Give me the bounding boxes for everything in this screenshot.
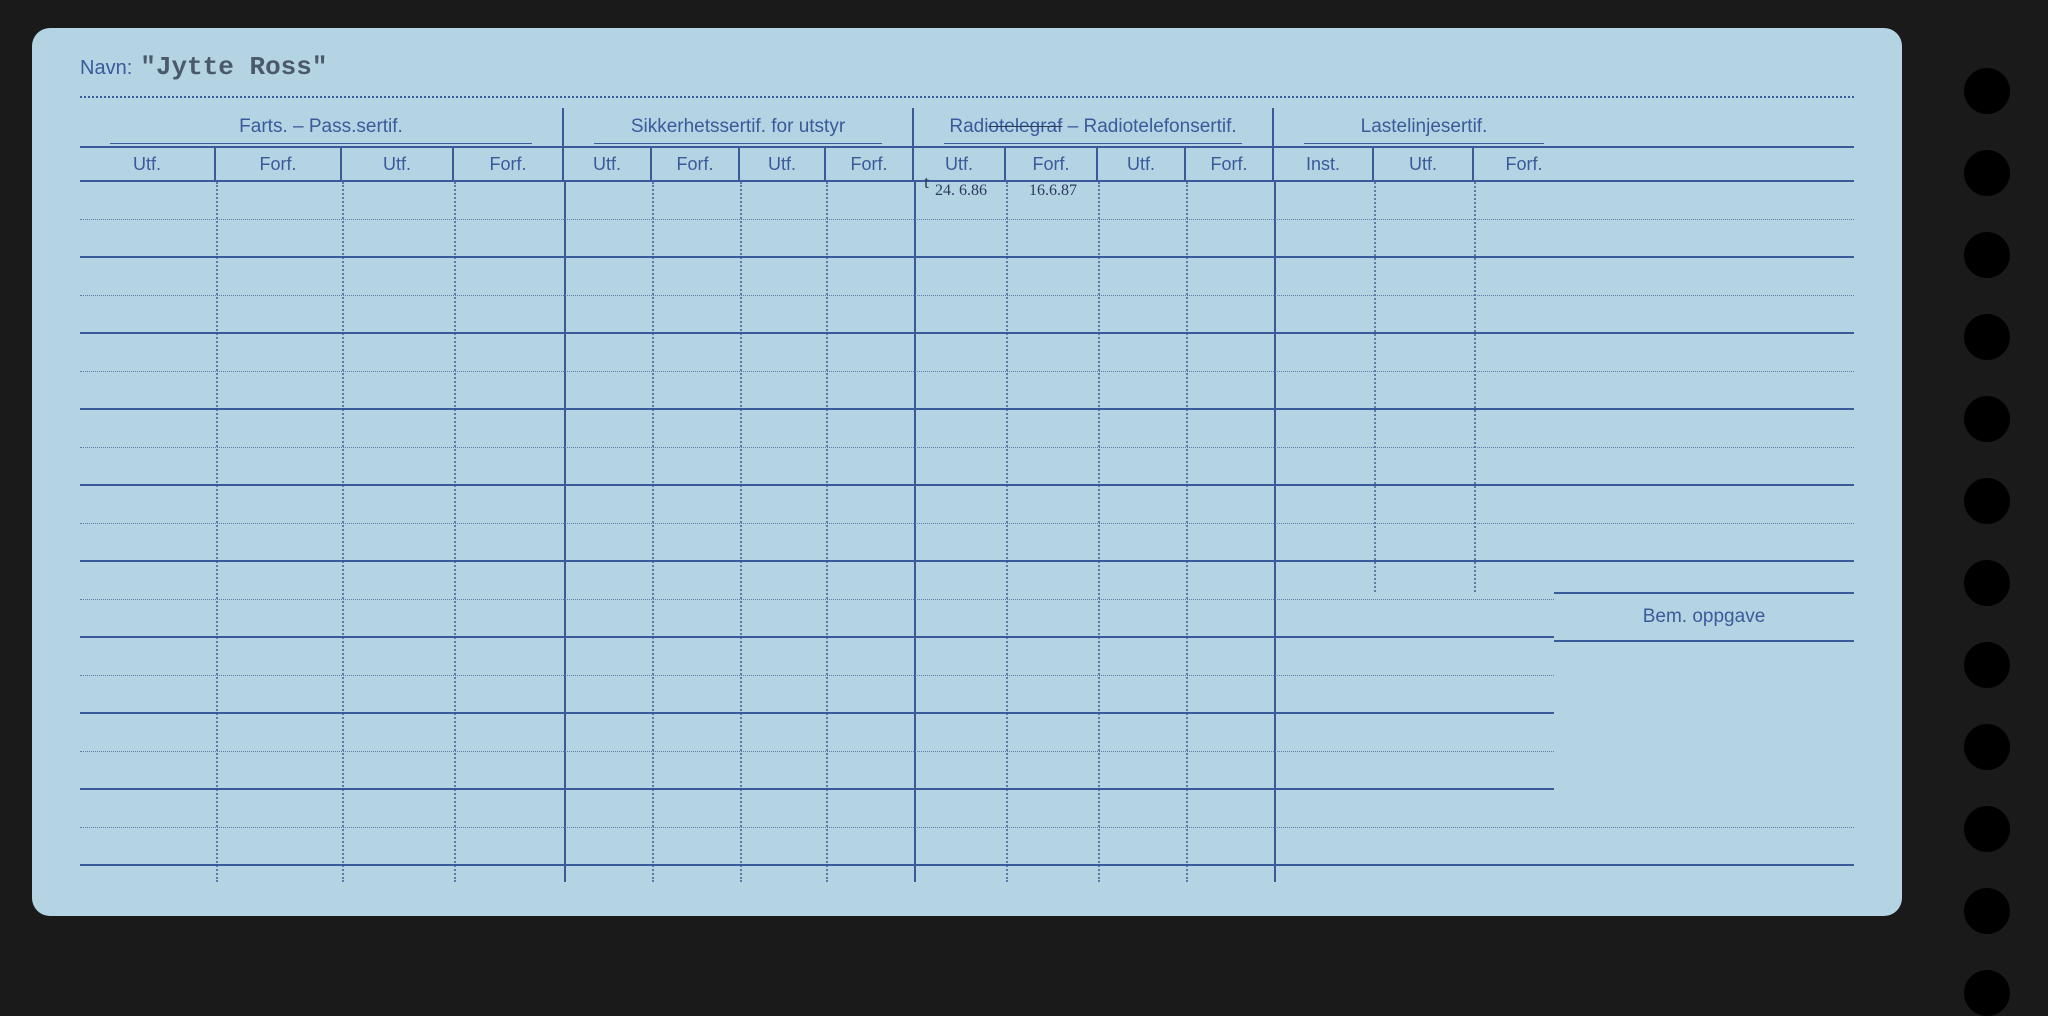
table-row [80, 296, 1854, 334]
col-forf: Forf. [1474, 148, 1574, 180]
hole [1964, 478, 2010, 524]
certificate-table: Farts. – Pass.sertif. Sikkerhetssertif. … [80, 108, 1854, 882]
sub-header-row: Utf. Forf. Utf. Forf. Utf. Forf. Utf. Fo… [80, 146, 1854, 182]
group-header-row: Farts. – Pass.sertif. Sikkerhetssertif. … [80, 108, 1854, 146]
table-body: t 24. 6.86 16.6.87 [80, 182, 1854, 882]
table-row: t 24. 6.86 16.6.87 [80, 182, 1854, 220]
table-row [80, 410, 1854, 448]
col-forf: Forf. [454, 148, 564, 180]
header-row: Navn: "Jytte Ross" [80, 52, 1854, 100]
col-forf: Forf. [1186, 148, 1274, 180]
hole [1964, 314, 2010, 360]
table-row [80, 828, 1854, 866]
hole [1964, 970, 2010, 1016]
table-row [80, 638, 1854, 676]
table-row [80, 220, 1854, 258]
table-row [80, 752, 1854, 790]
date-value: 24. 6.86 [935, 182, 987, 199]
hole [1964, 724, 2010, 770]
col-utf: Utf. [1098, 148, 1186, 180]
group-farts-pass: Farts. – Pass.sertif. [80, 108, 564, 146]
vessel-name: "Jytte Ross" [140, 52, 327, 82]
hole [1964, 232, 2010, 278]
col-forf: Forf. [652, 148, 740, 180]
table-row [80, 448, 1854, 486]
table-row [80, 486, 1854, 524]
table-row [80, 524, 1854, 562]
table-row [80, 258, 1854, 296]
col-utf: Utf. [80, 148, 216, 180]
name-underline [80, 96, 1854, 98]
group-sikkerhet: Sikkerhetssertif. for utstyr [564, 108, 914, 146]
bem-oppgave-header: Bem. oppgave [1554, 592, 1854, 642]
group-lastelinje: Lastelinjesertif. [1274, 108, 1574, 146]
hole [1964, 642, 2010, 688]
col-utf: Utf. [342, 148, 454, 180]
col-utf: Utf. [1374, 148, 1474, 180]
table-row [80, 676, 1854, 714]
group-radio: Radiotelegraf – Radiotelefonsertif. [914, 108, 1274, 146]
col-forf: Forf. [1006, 148, 1098, 180]
col-utf: Utf. [740, 148, 826, 180]
col-forf: Forf. [216, 148, 342, 180]
date-value: 16.6.87 [1029, 182, 1077, 199]
hole [1964, 888, 2010, 934]
col-utf: Utf. [564, 148, 652, 180]
hole [1964, 396, 2010, 442]
mark-t: t [924, 172, 929, 193]
hole [1964, 560, 2010, 606]
table-row [80, 372, 1854, 410]
table-row [80, 714, 1854, 752]
binder-holes [1964, 68, 2010, 1016]
hole [1964, 150, 2010, 196]
navn-label: Navn: [80, 57, 132, 80]
hole [1964, 806, 2010, 852]
col-forf: Forf. [826, 148, 914, 180]
table-row [80, 790, 1854, 828]
col-inst: Inst. [1274, 148, 1374, 180]
record-card: Navn: "Jytte Ross" Farts. – Pass.sertif.… [32, 28, 1902, 916]
hole [1964, 68, 2010, 114]
table-row [80, 334, 1854, 372]
